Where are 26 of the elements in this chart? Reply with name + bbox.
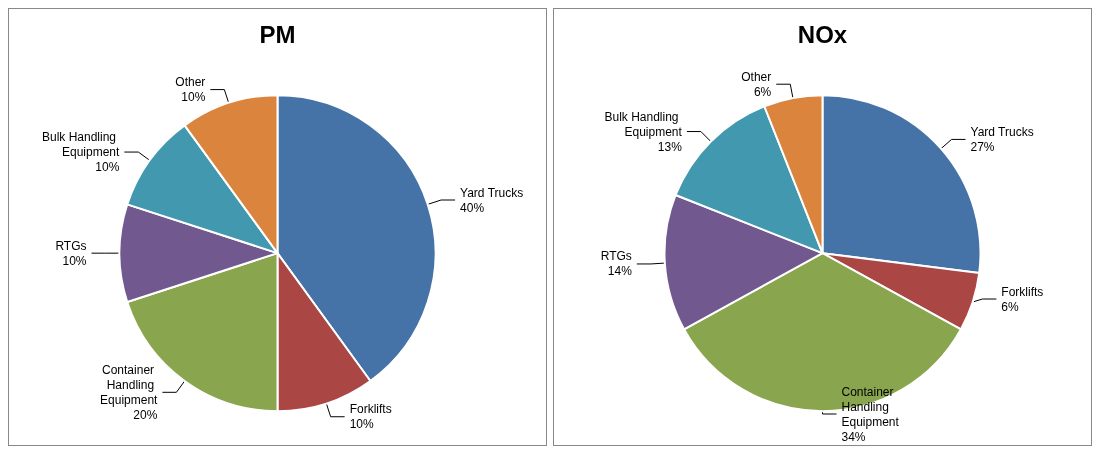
data-label: 10% bbox=[349, 417, 374, 432]
slice-label: Forklifts bbox=[1001, 284, 1044, 299]
slice-label: Yard Trucks bbox=[970, 124, 1034, 139]
data-label: 40% bbox=[460, 200, 485, 215]
data-label: 34% bbox=[841, 429, 866, 444]
slice-label: RTGs bbox=[55, 238, 87, 253]
slice-label: Container Handling Equipment bbox=[100, 362, 159, 407]
slice-label: Bulk Handling Equipment bbox=[604, 109, 683, 139]
data-label: 20% bbox=[133, 407, 158, 422]
data-label: 27% bbox=[970, 139, 995, 154]
slice-label: Yard Trucks bbox=[460, 185, 524, 200]
slice-label: Other bbox=[175, 75, 206, 90]
chart-title: PM bbox=[259, 20, 296, 48]
slice-label: RTGs bbox=[600, 249, 632, 264]
data-label: 10% bbox=[95, 160, 120, 175]
data-label: 10% bbox=[62, 253, 87, 268]
data-label: 13% bbox=[657, 139, 683, 154]
data-label: 6% bbox=[753, 84, 772, 99]
data-label: 6% bbox=[1001, 299, 1020, 314]
slice-label: Other bbox=[741, 69, 772, 84]
slice-label: Container Handling Equipment bbox=[841, 384, 900, 429]
slice-label: Forklifts bbox=[349, 402, 392, 417]
slice-label: Bulk Handling Equipment bbox=[41, 130, 121, 160]
data-label: 10% bbox=[181, 90, 206, 105]
data-label: 14% bbox=[607, 264, 633, 279]
chart-title: NOx bbox=[797, 20, 848, 48]
